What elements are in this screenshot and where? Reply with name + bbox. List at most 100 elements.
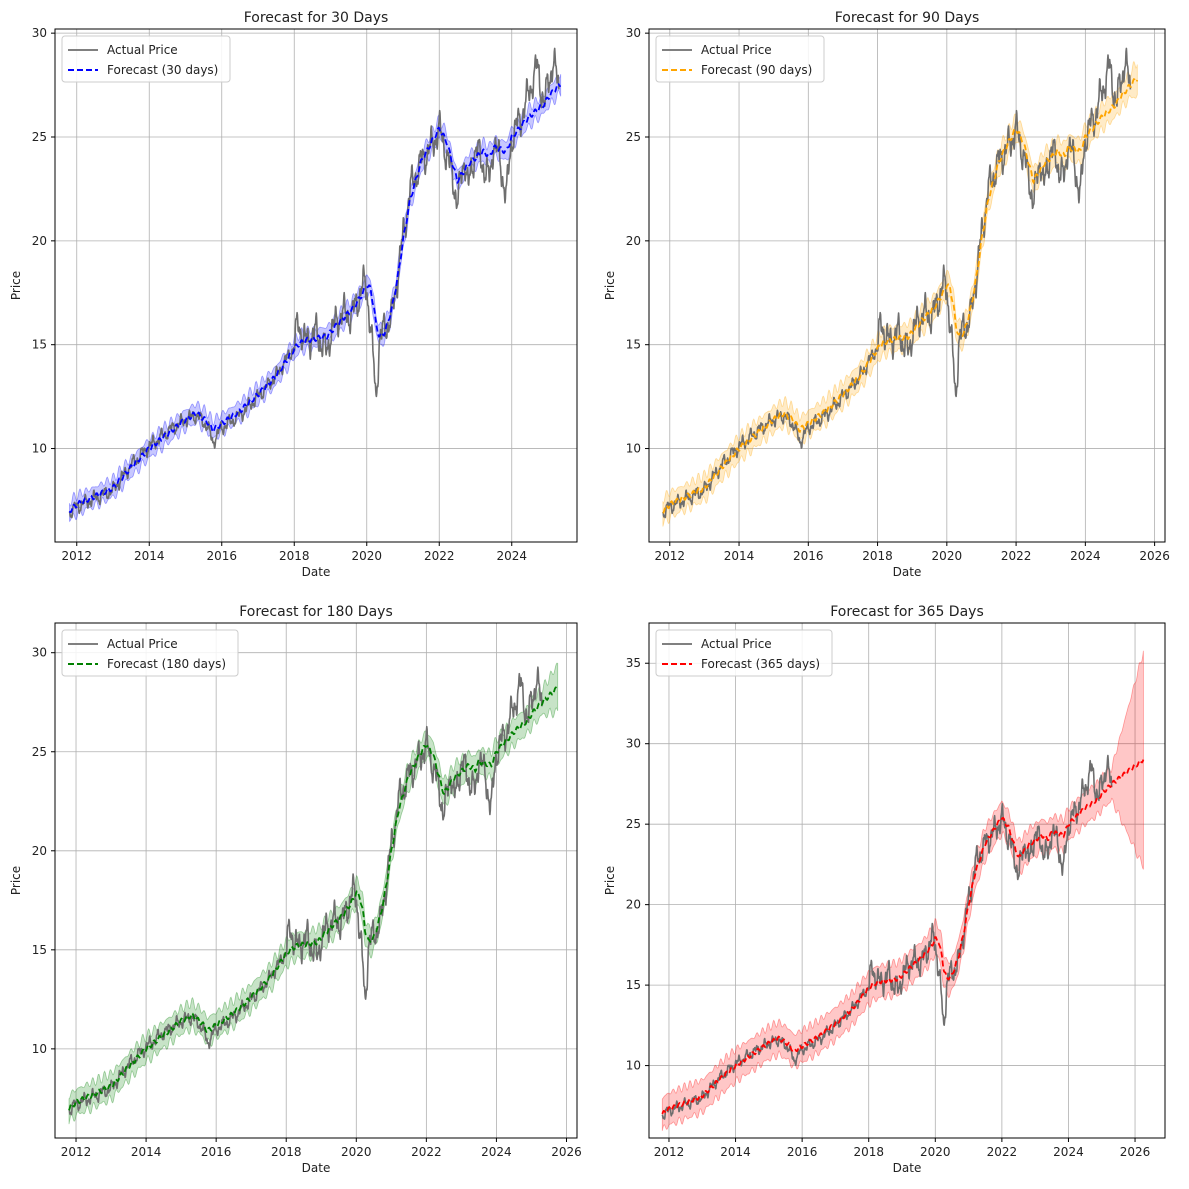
x-tick-label: 2024 xyxy=(1053,1145,1084,1159)
y-tick-label: 15 xyxy=(32,338,47,352)
x-tick-label: 2022 xyxy=(1001,549,1032,563)
actual-price-line xyxy=(68,47,560,519)
x-tick-label: 2026 xyxy=(1139,549,1170,563)
legend: Actual Price Forecast (90 days) xyxy=(655,35,825,83)
x-tick-label: 2022 xyxy=(424,549,455,563)
plot-area xyxy=(661,650,1145,1131)
x-tick-label: 2014 xyxy=(724,549,755,563)
chart-title: Forecast for 365 Days xyxy=(830,604,984,620)
y-tick-label: 20 xyxy=(626,898,641,912)
y-tick-label: 10 xyxy=(32,442,47,456)
y-tick-label: 20 xyxy=(626,234,641,248)
x-tick-label: 2016 xyxy=(787,1145,818,1159)
y-axis-label: Price xyxy=(603,271,617,300)
forecast-line xyxy=(661,759,1145,1115)
legend-label: Forecast (180 days) xyxy=(107,657,226,671)
legend-box xyxy=(655,35,825,83)
forecast-line xyxy=(68,686,559,1111)
y-tick-label: 25 xyxy=(32,130,47,144)
y-tick-label: 15 xyxy=(626,978,641,992)
chart-panel-90-days: 2012 2014 2016 2018 2020 2022 2024 2026 10 15 20 25… xyxy=(603,10,1170,579)
legend-box xyxy=(61,35,231,83)
x-tick-label: 2024 xyxy=(1070,549,1101,563)
x-tick-label: 2020 xyxy=(932,549,963,563)
chart-panel-180-days: 2012 2014 2016 2018 2020 2022 2024 2026 10 15 20 25… xyxy=(9,604,582,1175)
forecast-line xyxy=(68,82,561,514)
legend-label: Forecast (90 days) xyxy=(701,63,812,77)
axes-frame xyxy=(54,622,578,1139)
chart-title: Forecast for 30 Days xyxy=(244,10,389,26)
confidence-band xyxy=(68,662,559,1125)
legend-box xyxy=(61,629,239,677)
x-axis-label: Date xyxy=(302,565,331,579)
legend-label: Actual Price xyxy=(701,637,772,651)
legend-label: Forecast (365 days) xyxy=(701,657,820,671)
x-tick-label: 2018 xyxy=(279,549,310,563)
y-axis-label: Price xyxy=(9,866,23,895)
legend-box xyxy=(655,629,833,677)
legend-label: Actual Price xyxy=(701,43,772,57)
y-tick-label: 25 xyxy=(626,817,641,831)
y-tick-label: 10 xyxy=(32,1042,47,1056)
chart-panel-365-days: 2012 2014 2016 2018 2020 2022 2024 2026 10 15 20 25… xyxy=(603,604,1166,1175)
y-tick-label: 20 xyxy=(32,844,47,858)
y-tick-label: 30 xyxy=(626,26,641,40)
y-tick-label: 15 xyxy=(32,943,47,957)
y-tick-label: 15 xyxy=(626,338,641,352)
y-axis-label: Price xyxy=(603,866,617,895)
y-tick-label: 10 xyxy=(626,442,641,456)
chart-title: Forecast for 90 Days xyxy=(835,10,980,26)
x-tick-label: 2012 xyxy=(61,549,92,563)
confidence-band xyxy=(662,60,1138,527)
legend: Actual Price Forecast (180 days) xyxy=(61,629,239,677)
legend: Actual Price Forecast (30 days) xyxy=(61,35,231,83)
y-tick-label: 35 xyxy=(626,656,641,670)
x-tick-label: 2018 xyxy=(853,1145,884,1159)
y-tick-label: 30 xyxy=(32,646,47,660)
confidence-band xyxy=(661,650,1144,1131)
plot-area xyxy=(68,47,562,523)
x-tick-label: 2016 xyxy=(206,549,237,563)
x-tick-label: 2014 xyxy=(131,1145,162,1159)
legend: Actual Price Forecast (365 days) xyxy=(655,629,833,677)
x-tick-label: 2018 xyxy=(862,549,893,563)
axes-frame xyxy=(648,28,1166,543)
x-tick-label: 2018 xyxy=(271,1145,302,1159)
legend-label: Forecast (30 days) xyxy=(107,63,218,77)
legend-label: Actual Price xyxy=(107,43,178,57)
y-tick-label: 25 xyxy=(626,130,641,144)
y-tick-label: 20 xyxy=(32,234,47,248)
x-tick-label: 2012 xyxy=(61,1145,92,1159)
x-tick-label: 2014 xyxy=(720,1145,751,1159)
x-tick-label: 2020 xyxy=(351,549,382,563)
x-tick-label: 2020 xyxy=(341,1145,372,1159)
x-tick-label: 2014 xyxy=(134,549,165,563)
plot-area xyxy=(68,662,559,1125)
legend-label: Actual Price xyxy=(107,637,178,651)
chart-title: Forecast for 180 Days xyxy=(239,604,393,620)
x-axis-label: Date xyxy=(302,1161,331,1175)
x-tick-label: 2016 xyxy=(201,1145,232,1159)
axes-frame xyxy=(648,622,1166,1139)
x-tick-label: 2022 xyxy=(411,1145,442,1159)
x-tick-label: 2024 xyxy=(481,1145,512,1159)
y-axis-label: Price xyxy=(9,271,23,300)
actual-price-line xyxy=(662,47,1132,519)
x-tick-label: 2026 xyxy=(1120,1145,1151,1159)
x-tick-label: 2016 xyxy=(793,549,824,563)
x-tick-label: 2020 xyxy=(920,1145,951,1159)
axes-frame xyxy=(54,28,578,543)
plot-area xyxy=(662,47,1139,527)
x-axis-label: Date xyxy=(893,1161,922,1175)
x-tick-label: 2012 xyxy=(654,1145,685,1159)
y-tick-label: 30 xyxy=(32,26,47,40)
x-axis-label: Date xyxy=(893,565,922,579)
y-tick-label: 30 xyxy=(626,737,641,751)
x-tick-label: 2012 xyxy=(655,549,686,563)
x-tick-label: 2022 xyxy=(987,1145,1018,1159)
confidence-band xyxy=(69,74,562,523)
x-tick-label: 2026 xyxy=(551,1145,582,1159)
forecast-line xyxy=(662,78,1139,514)
y-tick-label: 25 xyxy=(32,745,47,759)
